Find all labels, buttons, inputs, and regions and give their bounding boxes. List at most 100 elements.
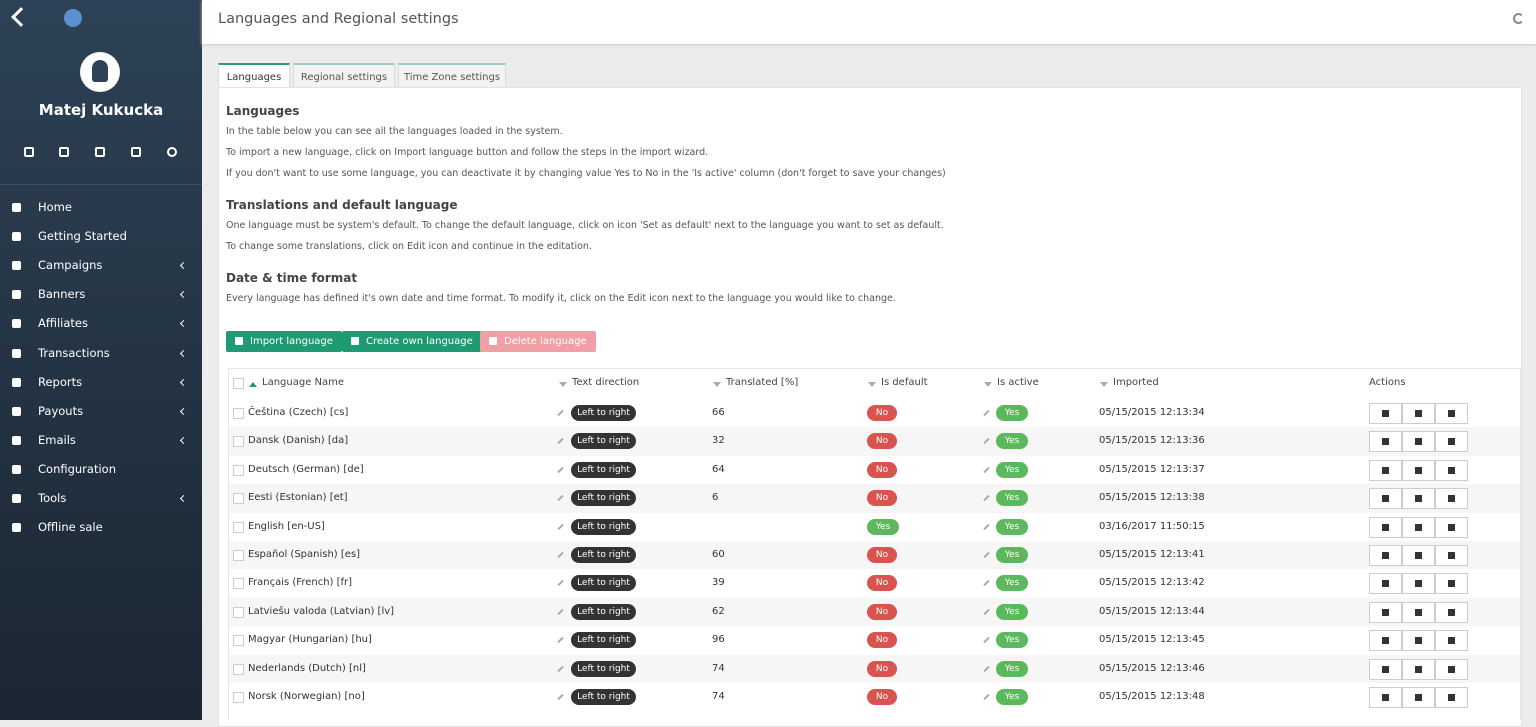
- default-badge[interactable]: No: [867, 461, 897, 478]
- default-badge[interactable]: Yes: [867, 518, 899, 535]
- edit-pencil[interactable]: [983, 665, 990, 672]
- default-badge[interactable]: No: [867, 575, 897, 592]
- checkbox[interactable]: [233, 493, 244, 505]
- active-badge[interactable]: Yes: [996, 575, 1028, 592]
- menu-item[interactable]: Reports: [0, 368, 202, 397]
- screen-icon[interactable]: [59, 147, 69, 157]
- lock-button[interactable]: [1369, 516, 1402, 538]
- default-badge[interactable]: No: [867, 490, 897, 507]
- column-header[interactable]: Text direction: [572, 377, 640, 388]
- menu-item[interactable]: Getting Started: [0, 222, 202, 251]
- edit-pencil[interactable]: [983, 580, 990, 587]
- active-badge[interactable]: Yes: [996, 603, 1028, 620]
- default-badge[interactable]: No: [867, 547, 897, 563]
- edit-pencil[interactable]: [983, 693, 990, 701]
- export-button[interactable]: [1402, 516, 1435, 538]
- edit-pencil[interactable]: [983, 466, 990, 473]
- export-button[interactable]: [1402, 488, 1435, 510]
- edit-pencil[interactable]: [557, 523, 564, 530]
- export-button[interactable]: [1402, 403, 1435, 424]
- edit-pencil[interactable]: [983, 637, 990, 644]
- menu-item[interactable]: Campaigns: [0, 251, 202, 280]
- export-button[interactable]: [1402, 658, 1435, 680]
- menu-item[interactable]: Transactions: [0, 339, 202, 368]
- menu-item[interactable]: Affiliates: [0, 309, 202, 338]
- lock-button[interactable]: [1369, 545, 1402, 566]
- logo[interactable]: [64, 9, 82, 27]
- default-badge[interactable]: No: [867, 689, 897, 705]
- active-badge[interactable]: Yes: [996, 490, 1028, 507]
- edit-icon[interactable]: [24, 147, 34, 157]
- checkbox[interactable]: [233, 606, 244, 618]
- edit-button[interactable]: [1435, 403, 1468, 424]
- edit-pencil[interactable]: [557, 551, 564, 559]
- export-button[interactable]: [1402, 573, 1435, 595]
- edit-pencil[interactable]: [557, 693, 564, 701]
- button[interactable]: Import language: [226, 331, 342, 352]
- edit-button[interactable]: [1435, 545, 1468, 566]
- edit-button[interactable]: [1435, 658, 1468, 680]
- lock-button[interactable]: [1369, 630, 1402, 652]
- edit-pencil[interactable]: [983, 608, 990, 615]
- edit-button[interactable]: [1435, 488, 1468, 510]
- edit-button[interactable]: [1435, 601, 1468, 623]
- power-icon[interactable]: [167, 147, 177, 157]
- export-button[interactable]: [1402, 601, 1435, 623]
- export-button[interactable]: [1402, 687, 1435, 708]
- lock-button[interactable]: [1369, 687, 1402, 708]
- active-badge[interactable]: Yes: [996, 433, 1028, 450]
- checkbox[interactable]: [233, 663, 244, 675]
- default-badge[interactable]: No: [867, 433, 897, 450]
- lock-button[interactable]: [1369, 488, 1402, 510]
- button[interactable]: Create own language: [342, 331, 482, 352]
- sort[interactable]: [984, 382, 992, 387]
- lock-button[interactable]: [1369, 601, 1402, 623]
- help-icon[interactable]: [131, 147, 141, 157]
- column-header[interactable]: Language Name: [262, 377, 345, 388]
- checkbox[interactable]: [233, 436, 244, 448]
- active-badge[interactable]: Yes: [996, 689, 1028, 705]
- edit-pencil[interactable]: [983, 495, 990, 502]
- default-badge[interactable]: No: [867, 603, 897, 620]
- health-icon[interactable]: [95, 147, 105, 157]
- active-badge[interactable]: Yes: [996, 518, 1028, 535]
- export-button[interactable]: [1402, 459, 1435, 481]
- menu-item[interactable]: Offline sale: [0, 513, 202, 542]
- checkbox[interactable]: [233, 378, 244, 389]
- menu-item[interactable]: Home: [0, 193, 202, 222]
- edit-pencil[interactable]: [557, 438, 564, 445]
- edit-pencil[interactable]: [557, 466, 564, 473]
- column-header[interactable]: Is default: [881, 377, 928, 388]
- column-header[interactable]: Translated [%]: [726, 377, 799, 388]
- edit-button[interactable]: [1435, 630, 1468, 652]
- menu-item[interactable]: Emails: [0, 426, 202, 455]
- default-badge[interactable]: No: [867, 405, 897, 421]
- button[interactable]: Delete language: [480, 331, 596, 352]
- checkbox[interactable]: [233, 578, 244, 590]
- column-header[interactable]: Imported: [1113, 377, 1159, 388]
- tab[interactable]: Regional settings: [293, 63, 395, 88]
- checkbox[interactable]: [233, 550, 244, 561]
- default-badge[interactable]: No: [867, 632, 897, 649]
- tab[interactable]: Languages: [218, 63, 290, 88]
- sort[interactable]: [713, 382, 721, 387]
- edit-pencil[interactable]: [557, 637, 564, 644]
- edit-pencil[interactable]: [557, 580, 564, 587]
- checkbox[interactable]: [233, 464, 244, 476]
- menu-item[interactable]: Tools: [0, 484, 202, 513]
- edit-button[interactable]: [1435, 516, 1468, 538]
- active-badge[interactable]: Yes: [996, 632, 1028, 649]
- back-button[interactable]: [11, 7, 31, 27]
- menu-item[interactable]: Payouts: [0, 397, 202, 426]
- edit-button[interactable]: [1435, 573, 1468, 595]
- active-badge[interactable]: Yes: [996, 461, 1028, 478]
- checkbox[interactable]: [233, 521, 244, 533]
- export-button[interactable]: [1402, 431, 1435, 453]
- edit-pencil[interactable]: [557, 665, 564, 672]
- column-header[interactable]: Is active: [997, 377, 1039, 388]
- edit-pencil[interactable]: [983, 438, 990, 445]
- refresh-button[interactable]: [1513, 13, 1524, 24]
- export-button[interactable]: [1402, 630, 1435, 652]
- edit-pencil[interactable]: [983, 551, 990, 559]
- active-badge[interactable]: Yes: [996, 660, 1028, 677]
